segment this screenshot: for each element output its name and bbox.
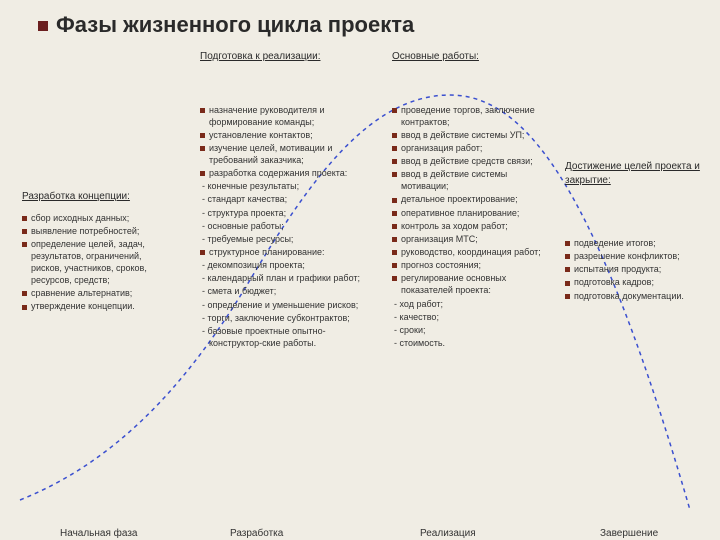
list-item: определение целей, задач, результатов, о… — [22, 238, 172, 287]
list-item: - стандарт качества; — [200, 193, 370, 205]
title-marker-icon — [38, 21, 48, 31]
list-item: - сроки; — [392, 324, 547, 336]
list-item: сравнение альтернатив; — [22, 287, 172, 299]
list-item: структурное планирование: — [200, 246, 370, 258]
list-item: выявление потребностей; — [22, 225, 172, 237]
list-item: руководство, координация работ; — [392, 246, 547, 258]
column-list: сбор исходных данных;выявление потребнос… — [22, 212, 172, 313]
list-item: детальное проектирование; — [392, 193, 547, 205]
column-header: Достижение целей проекта и закрытие: — [565, 160, 710, 187]
phase-label: Реализация — [420, 528, 476, 539]
list-item: разработка содержания проекта: — [200, 167, 370, 179]
list-item: - календарный план и графики работ; — [200, 272, 370, 284]
phase-label: Начальная фаза — [60, 528, 137, 539]
column-header: Подготовка к реализации: — [200, 50, 370, 64]
list-item: - основные работы; — [200, 220, 370, 232]
list-item: регулирование основных показателей проек… — [392, 272, 547, 296]
title-text: Фазы жизненного цикла проекта — [56, 12, 414, 37]
list-item: подготовка документации. — [565, 290, 710, 302]
column-3: Достижение целей проекта и закрытие: подв… — [565, 160, 710, 303]
list-item: - декомпозиция проекта; — [200, 259, 370, 271]
list-item: организация МТС; — [392, 233, 547, 245]
list-item: ввод в действие системы мотивации; — [392, 168, 547, 192]
list-item: - стоимость. — [392, 337, 547, 349]
column-list: подведение итогов;разрешение конфликтов;… — [565, 237, 710, 302]
list-item: - ход работ; — [392, 298, 547, 310]
page-title: Фазы жизненного цикла проекта — [38, 12, 414, 38]
column-header: Разработка концепции: — [22, 190, 172, 204]
list-item: - базовые проектные опытно-конструктор-с… — [200, 325, 370, 349]
list-item: контроль за ходом работ; — [392, 220, 547, 232]
column-list: проведение торгов, заключение контрактов… — [392, 104, 547, 350]
phase-label: Разработка — [230, 528, 283, 539]
column-list: назначение руководителя и формирование к… — [200, 104, 370, 350]
list-item: утверждение концепции. — [22, 300, 172, 312]
list-item: оперативное планирование; — [392, 207, 547, 219]
list-item: - структура проекта; — [200, 207, 370, 219]
list-item: - качество; — [392, 311, 547, 323]
list-item: подготовка кадров; — [565, 276, 710, 288]
list-item: сбор исходных данных; — [22, 212, 172, 224]
column-2: Основные работы: проведение торгов, заклю… — [392, 50, 547, 350]
list-item: - требуемые ресурсы; — [200, 233, 370, 245]
list-item: подведение итогов; — [565, 237, 710, 249]
list-item: - конечные результаты; — [200, 180, 370, 192]
list-item: - определение и уменьшение рисков; — [200, 299, 370, 311]
list-item: ввод в действие средств связи; — [392, 155, 547, 167]
column-header: Основные работы: — [392, 50, 547, 64]
list-item: ввод в действие системы УП; — [392, 129, 547, 141]
list-item: - смета и бюджет; — [200, 285, 370, 297]
list-item: изучение целей, мотивации и требований з… — [200, 142, 370, 166]
phase-label: Завершение — [600, 528, 658, 539]
list-item: - торги, заключение субконтрактов; — [200, 312, 370, 324]
list-item: прогноз состояния; — [392, 259, 547, 271]
column-0: Разработка концепции: сбор исходных данны… — [22, 190, 172, 314]
list-item: назначение руководителя и формирование к… — [200, 104, 370, 128]
list-item: установление контактов; — [200, 129, 370, 141]
list-item: организация работ; — [392, 142, 547, 154]
column-1: Подготовка к реализации: назначение руков… — [200, 50, 370, 350]
list-item: испытания продукта; — [565, 263, 710, 275]
list-item: разрешение конфликтов; — [565, 250, 710, 262]
list-item: проведение торгов, заключение контрактов… — [392, 104, 547, 128]
